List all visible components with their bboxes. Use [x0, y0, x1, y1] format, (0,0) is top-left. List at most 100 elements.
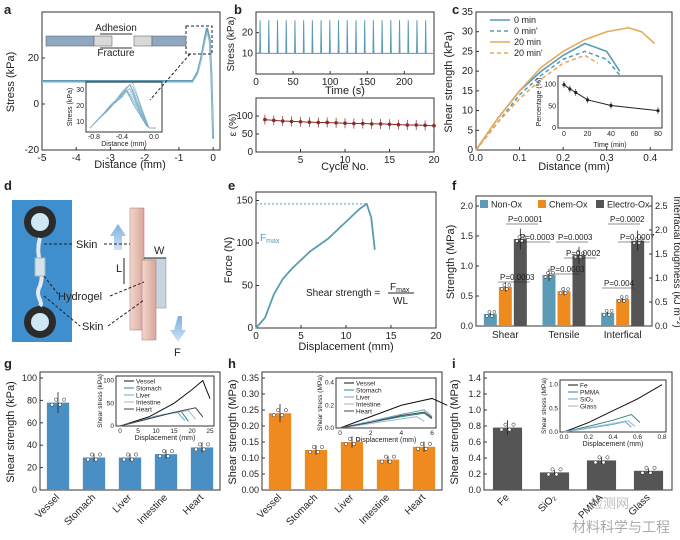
panel-c-xtick-2: 0.2 — [556, 153, 570, 164]
panel-g-ytick-1: 20 — [27, 463, 37, 473]
panel-f-dot-1-2-3 — [581, 251, 585, 255]
panel-f-pvalue-0: P=0.0003 — [500, 273, 535, 282]
panel-e-ytick-0: 0 — [247, 323, 253, 334]
panel-i-ticks: 0.0 0.2 0.4 0.6 0.8 1.0 1.2 1.4 — [468, 373, 487, 495]
panel-g-dot-2-0 — [122, 457, 126, 462]
panel-g-dot-3-3 — [170, 449, 174, 454]
panel-c-curve-3 — [475, 54, 599, 151]
panel-f-pvalue-5: P=0.0002 — [566, 249, 601, 258]
panel-h-inset-curve-3 — [339, 416, 425, 429]
panel-i-inset: 0.0 0.2 0.4 0.6 0.8 0.0 0.5 1.0 Displacement (mm… — [541, 378, 667, 448]
panel-h-inset-ytick-2: 0.4 — [325, 380, 334, 387]
panel-h-dot-4-0 — [416, 446, 420, 451]
panel-h-ytick-0: 0.00 — [241, 485, 259, 495]
panel-b-bottom-ytick-0: 0 — [247, 147, 253, 158]
panel-h-ytick-5: 0.25 — [241, 405, 259, 415]
panel-c-inset-xtick-3: 60 — [631, 131, 639, 138]
panel-g-dot-1-0 — [86, 457, 90, 462]
panel-a-inset-ytick-1: 20 — [76, 103, 84, 110]
panel-e-force-curve — [255, 202, 376, 329]
panel-i-inset-content: 0.0 0.2 0.4 0.6 0.8 0.0 0.5 1.0 Displacement (mm… — [541, 378, 667, 448]
panel-f-dot-2-0-3 — [609, 309, 614, 313]
panel-g-inset-ytick-1: 50 — [107, 400, 115, 407]
panel-h-dot-0-0 — [272, 413, 276, 418]
panel-f-bar-1-1 — [557, 291, 571, 326]
panel-f-dot-1-1-0 — [558, 291, 563, 295]
panel-h-inset-xtick-0: 0 — [338, 430, 342, 437]
panel-i-ytick-4: 0.8 — [468, 421, 481, 431]
panel-e-formula-den: WL — [393, 296, 408, 307]
panel-g-dot-3-0 — [158, 454, 162, 459]
panel-d-skin-leader-bottom-photo — [43, 295, 81, 327]
panel-c-ytick-2: 10 — [462, 106, 474, 117]
panel-f-dot-1-1-1 — [561, 287, 565, 291]
panel-f-legend: Non-Ox Chem-Ox Electro-Ox — [480, 200, 650, 210]
panel-letter-e: e — [228, 178, 235, 193]
panel-h-category-2: Liver — [333, 492, 357, 516]
panel-b-bottom-point-17 — [414, 123, 419, 127]
panel-h-dot-2-1 — [348, 437, 352, 441]
panel-i-dot-0-0 — [499, 427, 504, 432]
panel-c-ytick-7: 35 — [462, 7, 474, 18]
panel-h-bar-0 — [268, 413, 292, 490]
panel-h-ytick-6: 0.30 — [241, 389, 259, 399]
panel-i-category-1: SiO₂ — [536, 492, 558, 514]
panel-a-inset-ytick-2: 30 — [76, 87, 84, 94]
panel-h-ytick-7: 0.35 — [241, 373, 259, 383]
panel-i-dot-0-1 — [503, 422, 508, 427]
panel-b-top-xtick-4: 200 — [396, 77, 413, 88]
panel-a-inset-frame — [85, 81, 163, 133]
panel-c-ytick-0: 0 — [467, 145, 473, 156]
panel-i-frame — [483, 371, 673, 491]
panel-d-hydrogel-leader-photo — [43, 275, 59, 295]
panel-b-top-ylabel: Stress (kPa) — [226, 16, 237, 71]
panel-c: 0.0 0.1 0.2 0.3 0.4 0 5 10 15 20 25 30 35 Distance (… — [443, 7, 673, 173]
panel-g-dot-0-2 — [58, 402, 62, 407]
panel-f-ytick-1: 0.5 — [460, 291, 473, 301]
panel-c-inset-point-3 — [585, 98, 590, 102]
panel-f-dot-0-1-2 — [505, 287, 509, 291]
panel-f-dot-2-1-2 — [622, 299, 626, 303]
panel-i-inset-curve-3 — [563, 420, 636, 433]
panel-c-inset-xtick-2: 40 — [607, 131, 615, 138]
panel-c-inset-xlabel: Time (min) — [593, 142, 626, 149]
panel-b-bottom-ylabel: ε (%) — [228, 114, 239, 137]
panel-b-top-cyclic-curve — [256, 20, 434, 54]
panel-g-inset-xtick-2: 10 — [152, 428, 160, 435]
panel-c-ytick-5: 25 — [462, 46, 474, 57]
panel-g-ytick-0: 0 — [32, 485, 37, 495]
panel-f-legend-label-1: Chem-Ox — [549, 200, 588, 210]
panel-g-category-4: Heart — [181, 492, 206, 517]
panel-h-inset-xtick-2: 4 — [400, 430, 404, 437]
panel-h-ytick-2: 0.10 — [241, 453, 259, 463]
panel-f-dot-0-0-1 — [487, 310, 492, 314]
panel-b-top-xtick-0: 0 — [253, 77, 259, 88]
panel-letter-h: h — [228, 356, 236, 371]
panel-b-top-ytick-0: 10 — [242, 48, 254, 59]
panel-e-ytick-1: 50 — [242, 281, 254, 292]
panel-e-fmax-F: F — [260, 233, 266, 244]
panel-g-dot-3-1 — [162, 449, 166, 454]
panel-a-adhesion-label: Adhesion — [95, 23, 137, 34]
panel-c-inset-content: 0 20 40 60 80 0 50 100 — [544, 81, 662, 138]
panel-c-xtick-4: 0.4 — [643, 153, 657, 164]
panel-b-bottom-point-7 — [325, 120, 330, 125]
panel-f-dot-0-1-3 — [507, 283, 512, 287]
panel-c-ticks: 0.0 0.1 0.2 0.3 0.4 0 5 10 15 20 25 30 35 — [462, 7, 658, 164]
panel-f-dot-0-1-0 — [500, 287, 504, 291]
panel-g-inset-xtick-1: 5 — [136, 428, 140, 435]
panel-f-ytick-4: 2.0 — [460, 201, 473, 211]
panel-letter-a: a — [4, 2, 12, 17]
panel-g-bar-4 — [190, 447, 214, 490]
panel-c-inset-ytick-1: 50 — [548, 103, 556, 110]
panel-a-xtick-1: -4 — [72, 153, 81, 164]
panel-h-inset-content: 0 2 4 6 0.0 0.2 0.4 Displacement (mm) Shear stre… — [317, 375, 448, 444]
watermark-line1: 材料科学与工程 — [572, 519, 670, 535]
panel-c-ytick-3: 15 — [462, 86, 474, 97]
panel-g-bar-2 — [118, 457, 142, 490]
panel-e-xlabel: Displacement (mm) — [298, 341, 393, 353]
